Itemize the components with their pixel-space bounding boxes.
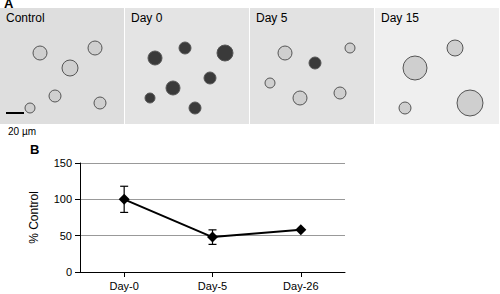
- svg-text:Day-0: Day-0: [109, 280, 138, 292]
- html-text:B: B: [30, 142, 40, 157]
- svg-text:0: 0: [66, 266, 72, 278]
- svg-text:Day-26: Day-26: [283, 280, 318, 292]
- svg-text:A: A: [4, 0, 14, 11]
- svg-text:50: 50: [60, 230, 72, 242]
- svg-text:Day-5: Day-5: [198, 280, 227, 292]
- svg-text:Control: Control: [6, 11, 45, 25]
- svg-text:150: 150: [54, 157, 72, 169]
- svg-text:Day 5: Day 5: [256, 11, 288, 25]
- svg-text:100: 100: [54, 193, 72, 205]
- svg-text:20 µm: 20 µm: [8, 126, 36, 137]
- svg-text:% Control: % Control: [27, 191, 41, 244]
- svg-text:Day 0: Day 0: [131, 11, 163, 25]
- svg-text:Day 15: Day 15: [381, 11, 419, 25]
